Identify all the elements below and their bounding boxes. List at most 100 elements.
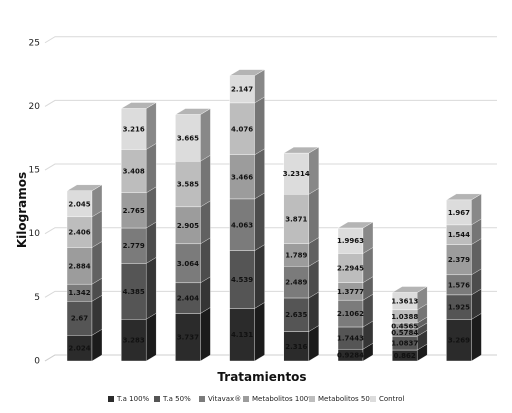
data-label: 2.635 [285, 311, 307, 319]
data-label: 0.5784 [391, 329, 418, 337]
bars [66, 69, 483, 362]
bar-segment-side [146, 257, 157, 320]
bar-top [228, 69, 266, 76]
legend-label: T.a 50% [162, 395, 191, 403]
bar-segment [66, 190, 93, 218]
bar-segment-side [200, 307, 211, 362]
data-label: 4.063 [231, 221, 253, 229]
bar-segment-side [471, 313, 482, 362]
bar-top [283, 146, 320, 154]
data-labels: 2.024 2.67 1.342 2.884 2.406 2.045 3.283 4.385 2… [68, 86, 470, 360]
bar-segment [229, 308, 255, 362]
data-label: 3.737 [177, 334, 199, 342]
bar-segment [66, 335, 93, 362]
data-label: 3.871 [285, 215, 307, 223]
bar-segment [66, 216, 93, 248]
data-label: 2.316 [285, 343, 307, 351]
legend-swatch [199, 396, 205, 402]
bar-segment-side [362, 247, 374, 283]
bar-segment [66, 247, 93, 285]
gridline [44, 290, 497, 298]
bar-segment [229, 198, 255, 251]
data-label: 2.045 [68, 200, 90, 208]
data-label: 1.544 [448, 231, 470, 239]
data-label: 1.576 [448, 281, 470, 289]
bar-segment [337, 299, 364, 328]
bar-top [174, 108, 212, 115]
bar-segment-side [254, 148, 265, 200]
gridlines [44, 36, 497, 362]
bar-segment [283, 152, 309, 195]
data-label: 2.1062 [337, 310, 364, 318]
y-axis-ticks: 0 5 10 15 20 25 [29, 38, 41, 366]
data-label: 2.147 [231, 86, 253, 94]
bar-segment-side [146, 221, 157, 264]
bar-segment [175, 282, 201, 314]
bar-segment-side [254, 96, 265, 156]
data-label: 4.076 [231, 125, 253, 133]
y-tick-label: 20 [29, 102, 41, 112]
bar-segment-side [254, 302, 265, 362]
bar-segment-side [471, 238, 482, 276]
y-tick-label: 5 [34, 293, 40, 303]
y-tick-label: 0 [34, 357, 40, 367]
gridline [44, 163, 497, 171]
bar-segment-side [308, 260, 319, 299]
bar-segment-side [146, 186, 157, 229]
bar-segment-side [308, 325, 319, 362]
bar-segment [337, 253, 364, 283]
bar-segment [120, 108, 147, 150]
y-tick-label: 10 [29, 229, 41, 239]
bar-segment [229, 102, 255, 155]
floor-line [44, 354, 497, 362]
data-label: 2.406 [68, 229, 90, 237]
legend-label: Vitavax® [208, 395, 241, 403]
bar-segment [120, 263, 147, 320]
bar-segment-side [254, 244, 265, 309]
bar-segment-side [308, 187, 319, 244]
data-label: 1.3777 [337, 288, 364, 296]
data-label: 2.404 [177, 295, 199, 303]
data-label: 1.925 [448, 304, 470, 312]
data-label: 1.9963 [337, 237, 364, 245]
data-label: 1.789 [285, 251, 307, 259]
x-axis-title: Tratamientos [217, 370, 306, 384]
data-label: 2.779 [123, 242, 145, 250]
y-tick-label: 25 [29, 38, 40, 48]
data-label: 2.67 [71, 315, 88, 323]
bar-segment [446, 244, 472, 276]
bar-segment-side [200, 154, 211, 208]
bar-segment-side [91, 210, 103, 248]
data-label: 0.862 [394, 352, 416, 360]
bar-segment [283, 297, 309, 332]
data-label: 4.131 [231, 331, 253, 339]
bar-top [337, 221, 374, 229]
data-label: 3.064 [177, 260, 199, 268]
bar-segment-side [200, 276, 211, 314]
legend-swatch [309, 396, 315, 402]
legend-label: Control [379, 395, 404, 403]
data-label: 1.0837 [391, 340, 418, 348]
legend-swatch [108, 396, 114, 402]
legend-label: T.a 100% [116, 395, 150, 403]
data-label: 1.3613 [391, 298, 418, 306]
y-tick-label: 15 [29, 166, 40, 176]
bar-segment [175, 243, 201, 284]
bar-segment-side [254, 192, 265, 251]
data-label: 1.342 [68, 289, 90, 297]
bar-segment-side [91, 241, 103, 285]
bar-segment [283, 331, 309, 362]
data-label: 0.4565 [391, 322, 418, 330]
legend: T.a 100% T.a 50% Vitavax® Metabolitos 100% M… [108, 395, 404, 403]
bar-top [445, 193, 483, 201]
bar-segment [175, 313, 201, 362]
gridline [44, 227, 497, 235]
bar-segment [229, 75, 255, 104]
data-label: 2.905 [177, 222, 199, 230]
data-label: 2.884 [68, 262, 90, 270]
bar-segment-side [200, 237, 211, 284]
data-label: 3.269 [448, 337, 470, 345]
data-label: 3.408 [123, 168, 145, 176]
bar-top [66, 184, 103, 191]
